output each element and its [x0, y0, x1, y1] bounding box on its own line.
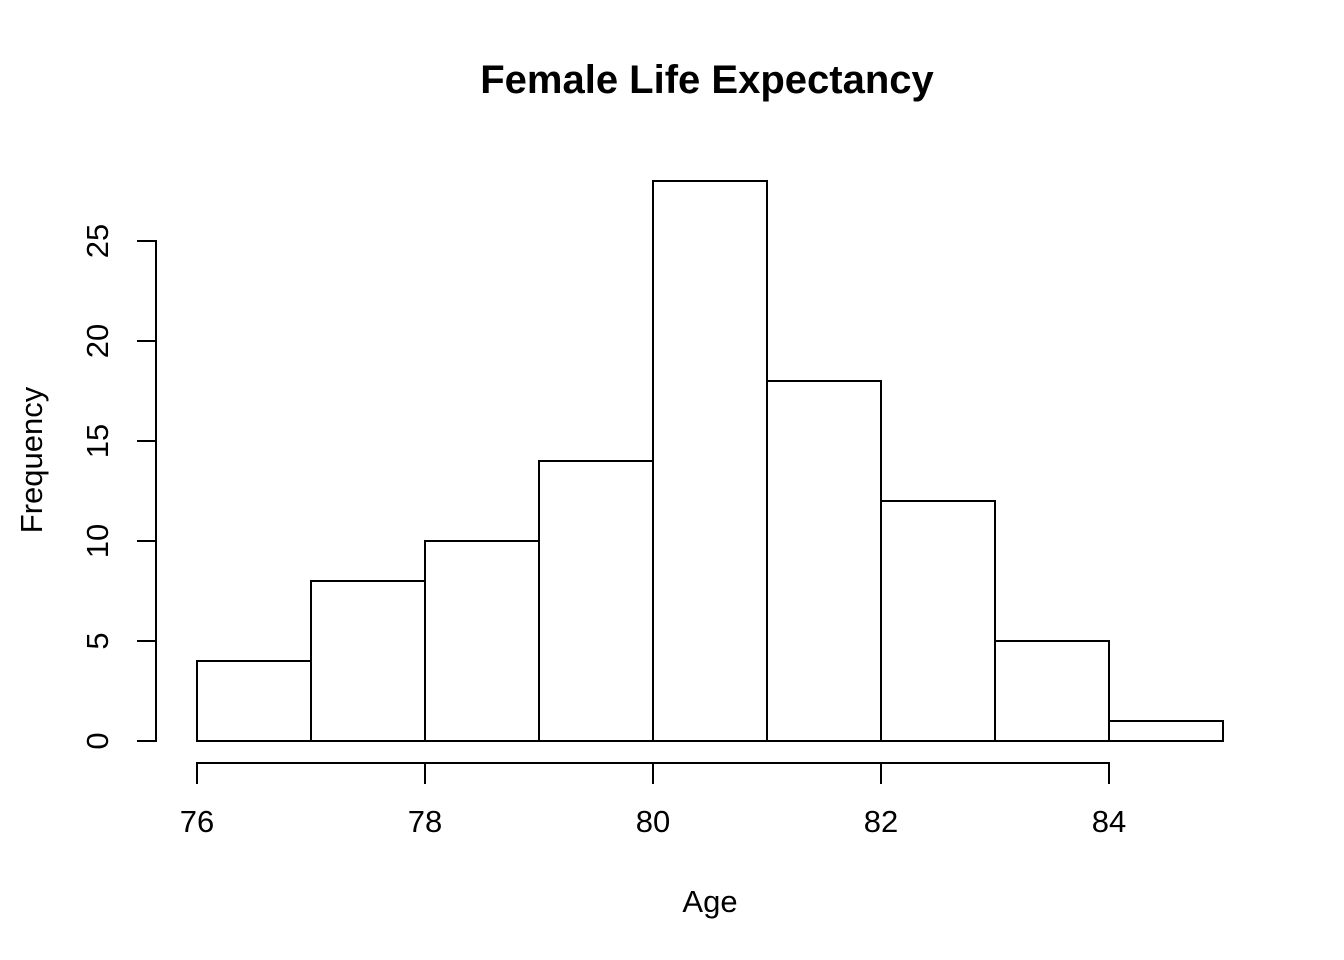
y-tick-label: 0	[80, 732, 115, 749]
y-tick-label: 10	[80, 524, 115, 558]
y-tick-label: 5	[80, 632, 115, 649]
histogram-bar	[880, 500, 996, 742]
histogram-bar	[310, 580, 426, 742]
histogram-bar	[994, 640, 1110, 742]
y-axis: 0 5 10 15 20 25	[80, 224, 157, 750]
x-tick-label: 80	[636, 804, 670, 839]
histogram-bar	[766, 380, 882, 742]
histogram-bar	[424, 540, 540, 742]
chart-title: Female Life Expectancy	[480, 58, 934, 102]
x-axis-label: Age	[682, 884, 737, 919]
histogram-bars	[196, 180, 1224, 742]
x-tick-label: 82	[864, 804, 898, 839]
x-tick-label: 78	[408, 804, 442, 839]
y-tick-label: 15	[80, 424, 115, 458]
histogram-bar	[652, 180, 768, 742]
x-tick-label: 76	[180, 804, 214, 839]
y-tick-label: 25	[80, 224, 115, 258]
histogram-bar	[538, 460, 654, 742]
x-tick-label: 84	[1092, 804, 1126, 839]
x-axis: 76 78 80 82 84	[180, 762, 1126, 839]
y-tick-label: 20	[80, 324, 115, 358]
histogram-bar	[196, 660, 312, 742]
histogram-bar	[1108, 720, 1224, 742]
y-axis-label: Frequency	[14, 386, 49, 533]
